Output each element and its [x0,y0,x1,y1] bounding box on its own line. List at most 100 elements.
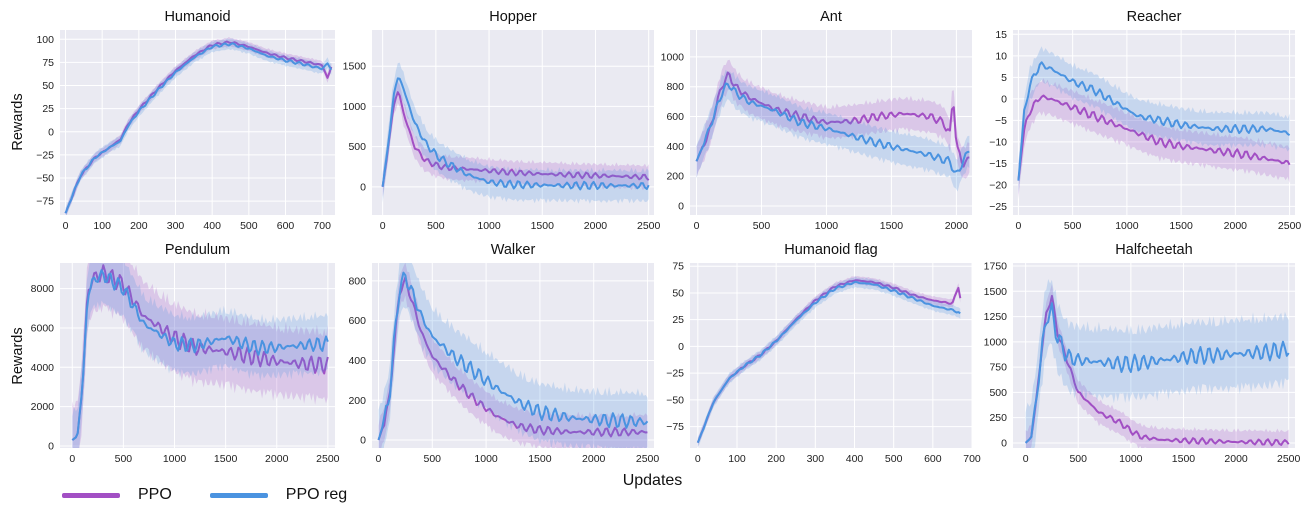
legend-swatch-ppo-reg [209,492,268,498]
y-tick-label: 0 [48,126,54,138]
x-tick-label: 700 [313,220,331,232]
y-tick-label: 75 [672,261,684,273]
y-tick-label: 25 [42,103,54,115]
x-tick-label: 500 [427,220,445,232]
x-tick-label: 2000 [1224,453,1248,465]
series-line-ppo-reg [696,280,961,444]
series-line-ppo-reg [71,269,329,441]
legend-label-ppo: PPO [138,486,172,503]
series-group [1017,46,1291,199]
y-tick-label: 25 [672,314,684,326]
x-tick-label: 100 [728,453,746,465]
y-tick-label: −25 [36,149,54,161]
series-line-ppo-reg [695,82,970,173]
x-tick-label: 2000 [265,453,289,465]
series-line-ppo-reg [1024,302,1290,444]
x-tick-label: 2500 [1278,220,1302,232]
series-line-ppo-reg [1017,61,1291,181]
y-tick-label: 0 [1001,437,1007,449]
x-tick-label: 2500 [1277,453,1301,465]
x-tick-label: 0 [1016,220,1022,232]
confidence-band-ppo [1025,283,1289,448]
x-tick-label: 1000 [163,453,187,465]
chart-title: Walker [491,242,536,258]
x-tick-label: 1500 [1172,453,1196,465]
x-tick-label: 0 [376,453,382,465]
x-axis-label: Updates [622,472,683,489]
y-tick-label: −50 [666,394,684,406]
x-tick-label: 500 [240,220,258,232]
y-tick-label: −75 [36,196,54,208]
plot-area [60,263,335,448]
series-line-ppo [381,91,650,187]
x-tick-label: 2000 [1224,220,1248,232]
y-tick-label: 1750 [984,261,1008,273]
chart-title: Pendulum [165,242,230,258]
series-group [377,263,649,448]
y-tick-label: 100 [36,34,54,46]
y-tick-label: 200 [666,171,684,183]
x-tick-label: 2500 [636,453,660,465]
x-tick-label: 0 [1023,453,1029,465]
y-tick-label: 5 [1001,72,1007,84]
x-tick-label: 2000 [584,220,608,232]
x-tick-label: 1000 [1115,220,1139,232]
x-tick-label: 2000 [582,453,606,465]
y-tick-label: 2000 [31,401,55,413]
x-tick-label: 1500 [214,453,238,465]
chart-panel-2: 0 500 1000 1500 2000 0 200 400 600 800 1000 Ant [661,9,972,232]
y-tick-label: 0 [678,201,684,213]
x-tick-label: 2500 [316,453,340,465]
series-line-ppo-reg [377,271,649,441]
y-tick-label: 1500 [984,286,1008,298]
confidence-band-ppo-reg [1018,46,1290,195]
x-tick-label: 500 [1064,220,1082,232]
series-line-ppo [1024,294,1290,447]
x-tick-label: 1500 [1169,220,1193,232]
confidence-band-ppo-reg [378,263,648,448]
x-tick-label: 200 [767,453,785,465]
chart-title: Humanoid flag [784,242,878,258]
confidence-band-ppo [696,59,970,179]
x-tick-label: 300 [807,453,825,465]
plot-area [372,30,654,215]
y-tick-label: −10 [989,136,1007,148]
x-tick-label: 1500 [880,220,904,232]
x-tick-label: 600 [924,453,942,465]
y-tick-label: 1000 [984,336,1008,348]
x-tick-label: 500 [753,220,771,232]
y-tick-label: −25 [666,368,684,380]
chart-panel-1: 0 500 1000 1500 2000 2500 0 500 1000 1500 Hopper [343,9,661,232]
x-tick-label: 2000 [945,220,969,232]
y-tick-label: −25 [989,201,1007,213]
x-tick-label: 500 [115,453,133,465]
y-tick-label: 800 [666,81,684,93]
legend-swatch-ppo [62,492,120,498]
x-tick-label: 0 [63,220,69,232]
x-tick-label: 1500 [531,220,555,232]
y-tick-label: 1250 [984,311,1008,323]
chart-panel-0: 0 100 200 300 400 500 600 700 −75 −50 −25 0 25 50 75 10… [36,9,335,232]
x-tick-label: 300 [167,220,185,232]
chart-title: Humanoid [164,9,230,25]
x-tick-label: 500 [1069,453,1087,465]
y-tick-label: 6000 [31,322,55,334]
y-tick-label: 10 [995,50,1007,62]
x-tick-label: 400 [203,220,221,232]
series-line-ppo-reg [381,77,650,191]
plot-area [372,263,654,448]
plot-area [1013,263,1295,448]
series-line-ppo-reg [64,42,333,214]
y-tick-label: −5 [995,115,1007,127]
chart-title: Halfcheetah [1115,242,1192,258]
x-tick-label: 200 [130,220,148,232]
y-tick-label: −20 [989,179,1007,191]
x-tick-label: 0 [69,453,75,465]
y-tick-label: −50 [36,173,54,185]
series-group [381,62,650,204]
chart-title: Reacher [1127,9,1182,25]
y-tick-label: 600 [666,111,684,123]
y-tick-label: −15 [989,158,1007,170]
x-tick-label: 1000 [815,220,839,232]
y-tick-label: 0 [360,435,366,447]
